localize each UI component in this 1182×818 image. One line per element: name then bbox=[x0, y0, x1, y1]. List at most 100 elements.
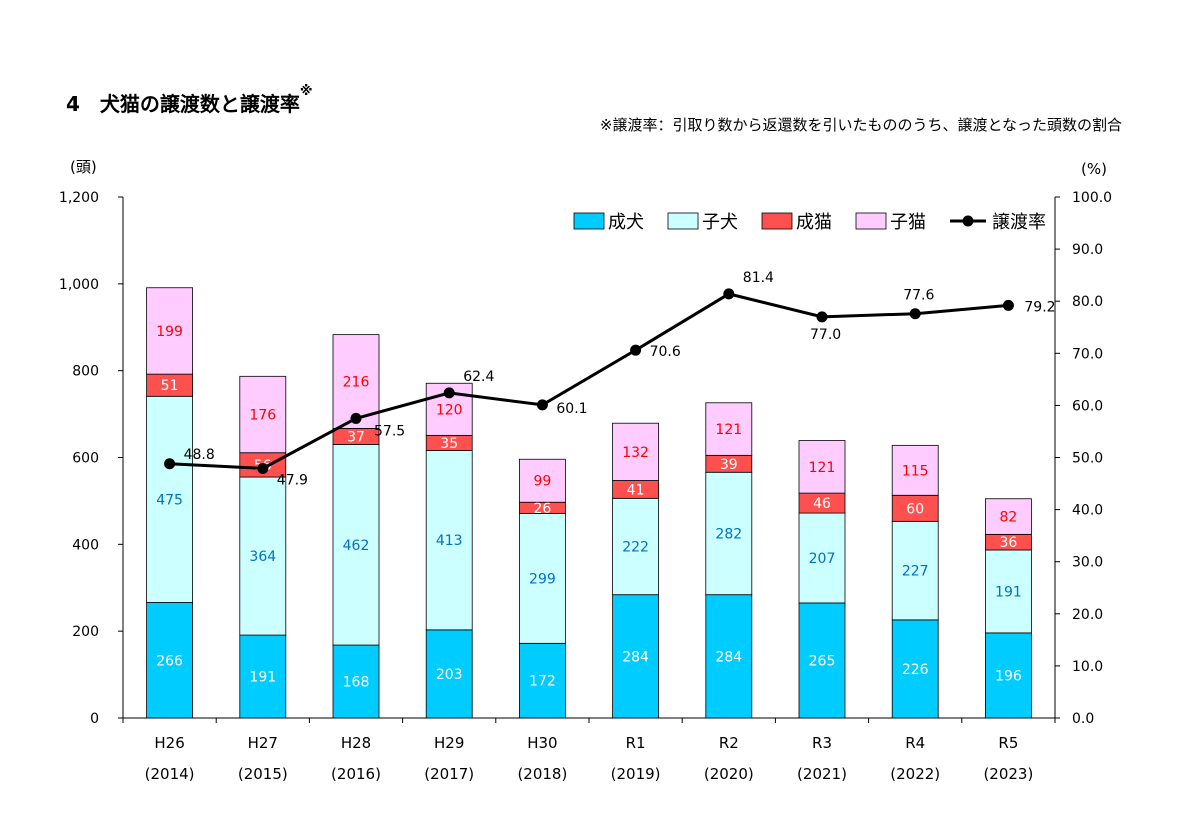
bar-value-label: 26 bbox=[533, 501, 551, 517]
bar-segment-4 bbox=[612, 422, 659, 481]
rate-point bbox=[257, 462, 269, 474]
legend-swatch bbox=[761, 212, 793, 230]
bar-value-label: 265 bbox=[809, 653, 836, 669]
rate-value-label: 70.6 bbox=[650, 344, 681, 360]
bar-segment-1 bbox=[519, 642, 566, 719]
rate-point bbox=[164, 458, 176, 470]
bar-value-label: 203 bbox=[436, 667, 463, 683]
bar-value-label: 266 bbox=[156, 653, 183, 669]
bar-segment-4 bbox=[798, 440, 846, 494]
bar-value-label: 364 bbox=[249, 549, 276, 565]
left-axis-tick-label: 800 bbox=[72, 364, 99, 380]
bar-segment-2 bbox=[239, 476, 287, 636]
right-axis-tick-label: 90.0 bbox=[1072, 242, 1103, 258]
rate-point bbox=[1002, 299, 1014, 311]
bar-value-label: 191 bbox=[995, 584, 1022, 600]
bar-value-label: 475 bbox=[156, 492, 183, 508]
bar-value-label: 216 bbox=[343, 375, 370, 391]
x-tick-year-label: (2022) bbox=[890, 765, 940, 783]
rate-point bbox=[536, 399, 548, 411]
bar-segment-4 bbox=[705, 402, 753, 456]
bar-segment-2 bbox=[146, 395, 194, 603]
x-tick-year-label: (2023) bbox=[983, 765, 1033, 783]
bar-value-label: 413 bbox=[436, 533, 463, 549]
right-axis-tick-label: 0.0 bbox=[1072, 711, 1094, 727]
bar-value-label: 121 bbox=[809, 460, 836, 476]
right-axis-tick-label: 30.0 bbox=[1072, 555, 1103, 571]
rate-value-label: 60.1 bbox=[556, 401, 587, 417]
right-axis-tick-label: 100.0 bbox=[1072, 190, 1112, 206]
x-tick-label: H28 bbox=[341, 734, 371, 752]
right-axis-tick-label: 80.0 bbox=[1072, 294, 1103, 310]
legend-label: 譲渡率 bbox=[992, 212, 1046, 233]
bar-value-label: 207 bbox=[809, 551, 836, 567]
right-axis-tick-label: 70.0 bbox=[1072, 346, 1103, 362]
bar-value-label: 51 bbox=[161, 378, 179, 394]
bar-value-label: 37 bbox=[347, 429, 365, 445]
bar-segment-2 bbox=[705, 471, 753, 596]
right-axis-tick-label: 40.0 bbox=[1072, 503, 1103, 519]
left-axis-tick-label: 600 bbox=[72, 451, 99, 467]
bar-segment-3 bbox=[891, 494, 939, 522]
right-axis-tick-label: 60.0 bbox=[1072, 398, 1103, 414]
bar-value-label: 132 bbox=[622, 445, 649, 461]
bar-value-label: 196 bbox=[995, 668, 1022, 684]
bar-value-label: 99 bbox=[533, 474, 551, 490]
rate-point bbox=[723, 288, 735, 300]
bar-segment-4 bbox=[146, 287, 194, 375]
legend-line-marker bbox=[962, 215, 974, 227]
bar-segment-1 bbox=[332, 644, 380, 719]
bar-value-label: 227 bbox=[902, 564, 929, 580]
bar-value-label: 462 bbox=[343, 538, 370, 554]
bar-value-label: 35 bbox=[440, 436, 458, 452]
x-tick-year-label: (2021) bbox=[797, 765, 847, 783]
bar-value-label: 60 bbox=[906, 501, 924, 517]
right-axis-unit: (%) bbox=[1081, 160, 1107, 178]
title-note-mark: ※ bbox=[299, 84, 313, 99]
rate-value-label: 57.5 bbox=[374, 423, 405, 439]
legend-label: 子犬 bbox=[702, 212, 738, 233]
bar-value-label: 115 bbox=[902, 463, 929, 479]
bar-value-label: 299 bbox=[529, 571, 556, 587]
legend-label: 成猫 bbox=[796, 212, 832, 233]
right-axis-tick-label: 20.0 bbox=[1072, 607, 1103, 623]
x-tick-year-label: (2017) bbox=[424, 765, 474, 783]
bar-segment-2 bbox=[425, 450, 473, 631]
x-tick-label: R3 bbox=[812, 734, 832, 752]
legend-label: 子猫 bbox=[890, 212, 926, 233]
rate-line bbox=[169, 292, 1009, 470]
bar-segment-2 bbox=[985, 549, 1032, 634]
bar-value-label: 222 bbox=[622, 540, 649, 556]
bar-segment-1 bbox=[891, 619, 939, 719]
left-axis-tick-label: 200 bbox=[72, 624, 99, 640]
x-tick-year-label: (2019) bbox=[611, 765, 661, 783]
bar-segment-2 bbox=[891, 520, 939, 621]
bar-value-label: 282 bbox=[715, 526, 742, 542]
bar-segment-1 bbox=[705, 594, 753, 719]
chart-title-text: 4 犬猫の譲渡数と譲渡率 bbox=[66, 92, 300, 116]
x-tick-label: H30 bbox=[527, 734, 557, 752]
legend-swatch bbox=[667, 212, 699, 230]
left-axis-tick-label: 1,200 bbox=[59, 190, 99, 206]
x-tick-label: R1 bbox=[626, 734, 646, 752]
left-axis-tick-label: 0 bbox=[90, 711, 99, 727]
x-tick-year-label: (2020) bbox=[704, 765, 754, 783]
x-tick-label: H26 bbox=[154, 734, 184, 752]
bar-value-label: 176 bbox=[249, 408, 276, 424]
x-tick-label: R4 bbox=[905, 734, 925, 752]
rate-point bbox=[816, 311, 828, 323]
legend-swatch bbox=[573, 212, 605, 230]
x-tick-year-label: (2018) bbox=[517, 765, 567, 783]
bar-segment-4 bbox=[239, 375, 287, 454]
left-axis-unit: (頭) bbox=[70, 158, 97, 176]
x-tick-year-label: (2014) bbox=[145, 765, 195, 783]
bar-segment-4 bbox=[985, 498, 1032, 535]
bar-value-label: 199 bbox=[156, 324, 183, 340]
bar-value-label: 36 bbox=[999, 535, 1017, 551]
rate-value-label: 77.6 bbox=[903, 288, 934, 304]
bar-value-label: 120 bbox=[436, 402, 463, 418]
bar-value-label: 172 bbox=[529, 674, 556, 690]
x-tick-label: R2 bbox=[719, 734, 739, 752]
bar-segment-2 bbox=[332, 444, 380, 646]
